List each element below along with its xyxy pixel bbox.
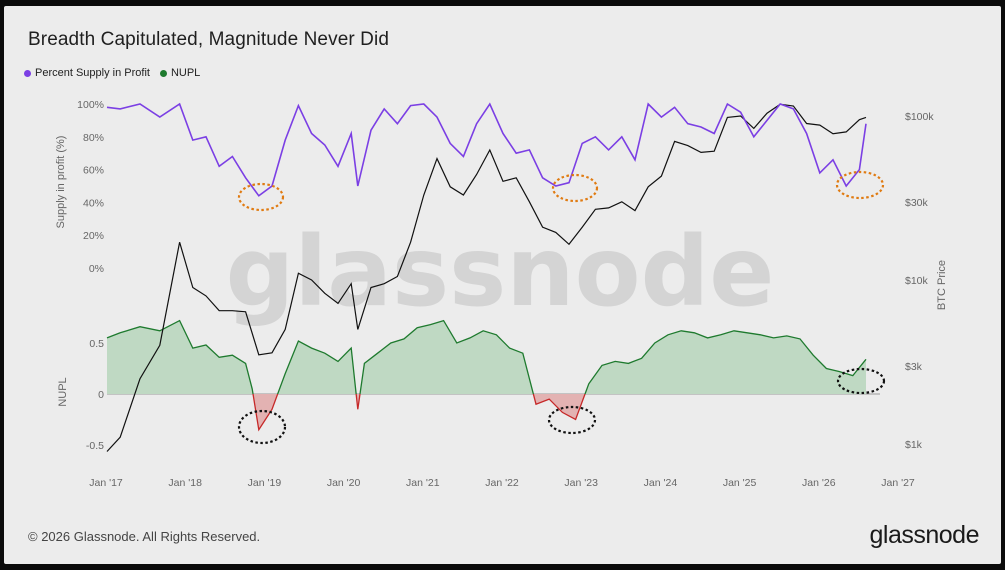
- nupl-line-positive: [106, 319, 867, 394]
- nupl-tick-label: 0.5: [89, 338, 104, 350]
- x-tick-label: Jan '25: [723, 477, 757, 489]
- annotation-ellipse-nupl-2022: [547, 405, 597, 435]
- nupl-tick-label: 0: [98, 389, 104, 401]
- x-tick-label: Jan '27: [881, 477, 915, 489]
- supply-tick-label: 60%: [83, 165, 104, 177]
- nupl-axis-label: NUPL: [57, 377, 69, 406]
- btc-tick-label: $10k: [905, 275, 929, 287]
- legend-label-nupl: NUPL: [170, 67, 201, 79]
- x-tick-label: Jan '20: [327, 477, 361, 489]
- brand-logo-text: glassnode: [869, 521, 980, 549]
- btc-price-line: [106, 103, 867, 452]
- x-tick-label: Jan '24: [644, 477, 678, 489]
- supply-tick-label: 40%: [83, 197, 104, 209]
- annotation-ellipse-nupl-2018: [237, 409, 287, 445]
- annotation-ellipse-supply-2026: [835, 170, 885, 200]
- x-tick-label: Jan '21: [406, 477, 440, 489]
- x-tick-label: Jan '26: [802, 477, 836, 489]
- nupl-area-negative: [107, 394, 866, 430]
- annotation-ellipse-supply-2022: [551, 173, 599, 203]
- btc-tick-label: $100k: [905, 111, 934, 123]
- annotation-ellipse-nupl-2026: [836, 367, 886, 395]
- x-tick-label: Jan '17: [89, 477, 123, 489]
- supply-tick-label: 20%: [83, 230, 104, 242]
- btc-tick-label: $30k: [905, 197, 929, 209]
- nupl-tick-label: -0.5: [86, 440, 104, 452]
- supply-tick-label: 80%: [83, 132, 104, 144]
- chart-card: Breadth Capitulated, Magnitude Never Did…: [4, 6, 1001, 564]
- watermark: glassnode: [226, 216, 775, 328]
- annotation-ellipse-supply-2018: [237, 182, 285, 212]
- axes: 100% 80% 60% 40% 20% 0% $100k $30k $10k $3k $1k 0.5…: [55, 99, 948, 489]
- nupl-area-group: [107, 320, 866, 430]
- legend-dot-supply: [24, 69, 31, 77]
- lines-group: [106, 102, 867, 452]
- nupl-area-positive: [107, 320, 866, 394]
- legend-dot-nupl: [159, 69, 167, 77]
- x-tick-label: Jan '22: [485, 477, 519, 489]
- legend-item-supply[interactable]: Percent Supply in Profit: [24, 67, 150, 79]
- btc-axis-label: BTC Price: [936, 260, 948, 310]
- legend-item-nupl[interactable]: NUPL: [159, 67, 201, 79]
- supply-tick-label: 0%: [89, 263, 104, 275]
- legend-label-supply: Percent Supply in Profit: [35, 67, 150, 79]
- x-tick-label: Jan '18: [168, 477, 202, 489]
- btc-tick-label: $3k: [905, 361, 923, 373]
- supply-axis-label: Supply in profit (%): [55, 136, 67, 229]
- chart-title: Breadth Capitulated, Magnitude Never Did: [28, 29, 389, 50]
- x-tick-label: Jan '23: [564, 477, 598, 489]
- x-tick-label: Jan '19: [248, 477, 282, 489]
- supply-in-profit-line: [106, 102, 867, 197]
- supply-tick-label: 100%: [77, 99, 104, 111]
- copyright-text: © 2026 Glassnode. All Rights Reserved.: [28, 529, 261, 544]
- annotations: [237, 170, 886, 445]
- btc-tick-label: $1k: [905, 439, 923, 451]
- legend: Percent Supply in Profit NUPL: [24, 67, 200, 79]
